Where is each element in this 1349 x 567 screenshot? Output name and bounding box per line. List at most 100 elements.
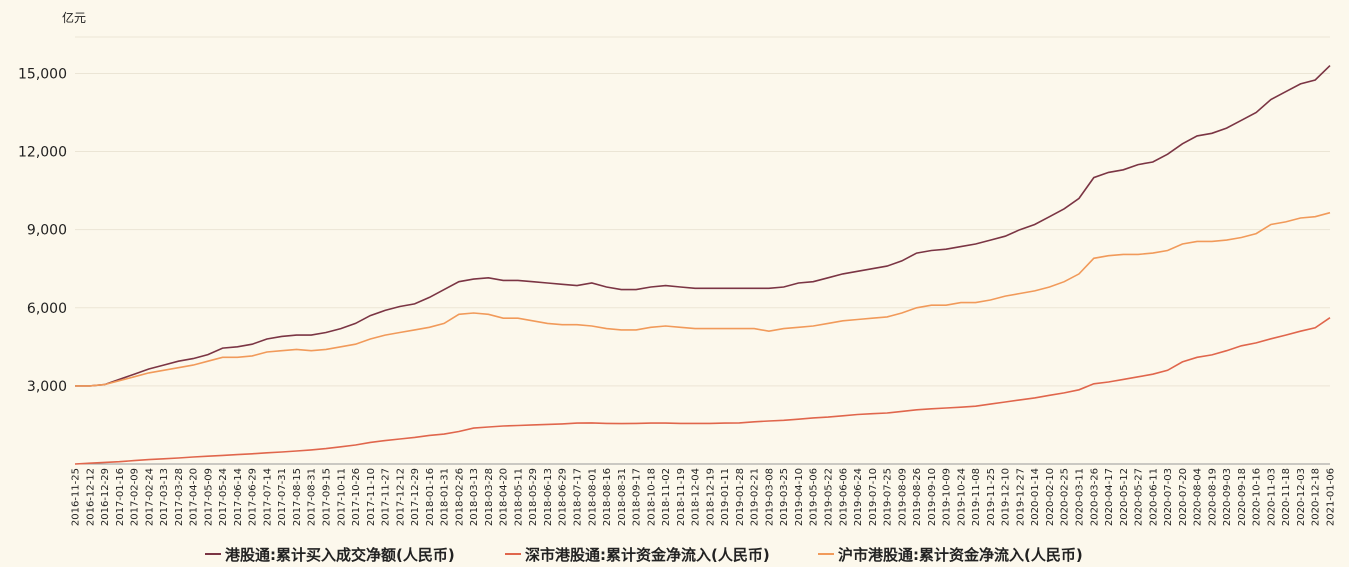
- x-tick-label: 2019-06-24: [853, 468, 864, 526]
- x-tick-label: 2018-07-17: [573, 468, 584, 526]
- x-tick-label: 2018-10-18: [646, 468, 657, 526]
- x-tick-label: 2018-12-04: [691, 468, 702, 526]
- x-tick-label: 2017-06-14: [233, 468, 244, 526]
- x-tick-label: 2018-08-01: [587, 468, 598, 526]
- x-tick-label: 2020-11-18: [1281, 468, 1292, 526]
- x-tick-label: 2019-07-25: [883, 468, 894, 526]
- x-tick-label: 2017-07-14: [262, 468, 273, 526]
- x-tick-label: 2017-03-28: [174, 468, 185, 526]
- x-tick-label: 2020-07-20: [1178, 468, 1189, 526]
- x-tick-label: 2018-11-19: [676, 468, 687, 526]
- x-tick-label: 2019-11-08: [971, 468, 982, 526]
- x-tick-label: 2016-11-25: [71, 468, 82, 526]
- x-tick-label: 2019-10-24: [956, 468, 967, 526]
- y-tick-label: 15,000: [18, 66, 67, 82]
- x-tick-label: 2017-08-15: [292, 468, 303, 526]
- x-tick-label: 2020-06-11: [1148, 468, 1159, 526]
- x-tick-label: 2020-12-03: [1296, 468, 1307, 526]
- x-tick-label: 2020-02-10: [1045, 468, 1056, 526]
- x-tick-label: 2021-01-06: [1326, 468, 1337, 526]
- x-tick-label: 2019-12-10: [1001, 468, 1012, 526]
- x-tick-label: 2020-07-03: [1163, 468, 1174, 526]
- series-line: [75, 211, 1331, 387]
- x-tick-label: 2020-09-18: [1237, 468, 1248, 526]
- x-tick-label: 2019-01-11: [720, 468, 731, 526]
- x-tick-label: 2017-01-16: [115, 468, 126, 526]
- x-tick-label: 2017-10-26: [351, 468, 362, 526]
- x-tick-label: 2019-05-06: [809, 468, 820, 526]
- x-tick-label: 2019-09-10: [927, 468, 938, 526]
- x-tick-label: 2017-11-10: [366, 468, 377, 526]
- x-tick-label: 2017-12-29: [410, 468, 421, 526]
- x-tick-label: 2017-04-20: [189, 468, 200, 526]
- x-tick-label: 2019-05-22: [824, 468, 835, 526]
- legend-label: 沪市港股通:累计资金净流入(人民币): [838, 546, 1083, 564]
- x-tick-label: 2018-05-29: [528, 468, 539, 526]
- series-line: [74, 317, 1331, 465]
- x-tick-label: 2016-12-12: [85, 468, 96, 526]
- legend-label: 港股通:累计买入成交净额(人民币): [225, 546, 455, 564]
- x-tick-label: 2020-02-25: [1060, 468, 1071, 526]
- x-tick-label: 2017-02-09: [130, 468, 141, 526]
- x-tick-label: 2018-09-17: [632, 468, 643, 526]
- x-tick-label: 2018-03-13: [469, 468, 480, 526]
- x-tick-label: 2019-10-09: [942, 468, 953, 526]
- x-tick-label: 2019-08-26: [912, 468, 923, 526]
- y-tick-label: 6,000: [27, 301, 67, 317]
- x-tick-label: 2019-06-06: [838, 468, 849, 526]
- x-tick-label: 2020-10-16: [1252, 468, 1263, 526]
- x-tick-label: 2020-03-26: [1089, 468, 1100, 526]
- x-tick-label: 2019-02-21: [750, 468, 761, 526]
- x-tick-label: 2019-03-08: [764, 468, 775, 526]
- x-tick-label: 2020-05-12: [1119, 468, 1130, 526]
- x-tick-label: 2018-08-16: [602, 468, 613, 526]
- x-tick-label: 2020-08-04: [1193, 468, 1204, 526]
- x-tick-label: 2017-10-11: [336, 468, 347, 526]
- y-tick-label: 9,000: [27, 223, 67, 239]
- x-tick-label: 2017-02-24: [144, 468, 155, 526]
- x-tick-label: 2017-05-24: [218, 468, 229, 526]
- x-tick-label: 2020-08-19: [1207, 468, 1218, 526]
- x-tick-label: 2019-12-27: [1015, 468, 1026, 526]
- x-tick-label: 2018-01-16: [425, 468, 436, 526]
- x-tick-label: 2017-05-09: [203, 468, 214, 526]
- x-tick-label: 2017-11-27: [381, 468, 392, 526]
- x-tick-label: 2019-07-10: [868, 468, 879, 526]
- x-tick-label: 2018-08-31: [617, 468, 628, 526]
- x-tick-label: 2018-06-29: [558, 468, 569, 526]
- x-tick-label: 2018-03-28: [484, 468, 495, 526]
- x-tick-label: 2019-08-09: [897, 468, 908, 526]
- x-tick-label: 2020-01-14: [1030, 468, 1041, 526]
- x-tick-label: 2016-12-29: [100, 468, 111, 526]
- x-tick-label: 2017-08-31: [307, 468, 318, 526]
- legend-label: 深市港股通:累计资金净流入(人民币): [525, 546, 770, 564]
- x-tick-label: 2019-04-10: [794, 468, 805, 526]
- x-tick-label: 2020-04-17: [1104, 468, 1115, 526]
- x-tick-label: 2017-03-13: [159, 468, 170, 526]
- x-tick-label: 2020-12-18: [1311, 468, 1322, 526]
- series-line: [75, 65, 1331, 387]
- x-tick-label: 2020-03-11: [1075, 468, 1086, 526]
- x-tick-label: 2018-04-20: [499, 468, 510, 526]
- x-tick-label: 2017-07-31: [277, 468, 288, 526]
- y-unit: 亿元: [62, 10, 86, 25]
- x-tick-label: 2017-12-12: [395, 468, 406, 526]
- x-tick-label: 2020-09-03: [1222, 468, 1233, 526]
- y-tick-label: 12,000: [18, 145, 67, 161]
- x-tick-label: 2018-01-31: [440, 468, 451, 526]
- y-tick-label: 3,000: [27, 379, 67, 395]
- x-tick-label: 2018-06-13: [543, 468, 554, 526]
- x-tick-label: 2017-09-15: [322, 468, 333, 526]
- x-tick-label: 2020-11-03: [1266, 468, 1277, 526]
- x-tick-label: 2020-05-27: [1134, 468, 1145, 526]
- x-tick-label: 2019-03-25: [779, 468, 790, 526]
- x-tick-label: 2019-01-28: [735, 468, 746, 526]
- x-tick-label: 2018-12-19: [705, 468, 716, 526]
- x-tick-label: 2018-11-02: [661, 468, 672, 526]
- x-tick-label: 2017-06-29: [248, 468, 259, 526]
- x-tick-label: 2019-11-25: [986, 468, 997, 526]
- x-tick-label: 2018-02-26: [454, 468, 465, 526]
- x-tick-label: 2018-05-11: [513, 468, 524, 526]
